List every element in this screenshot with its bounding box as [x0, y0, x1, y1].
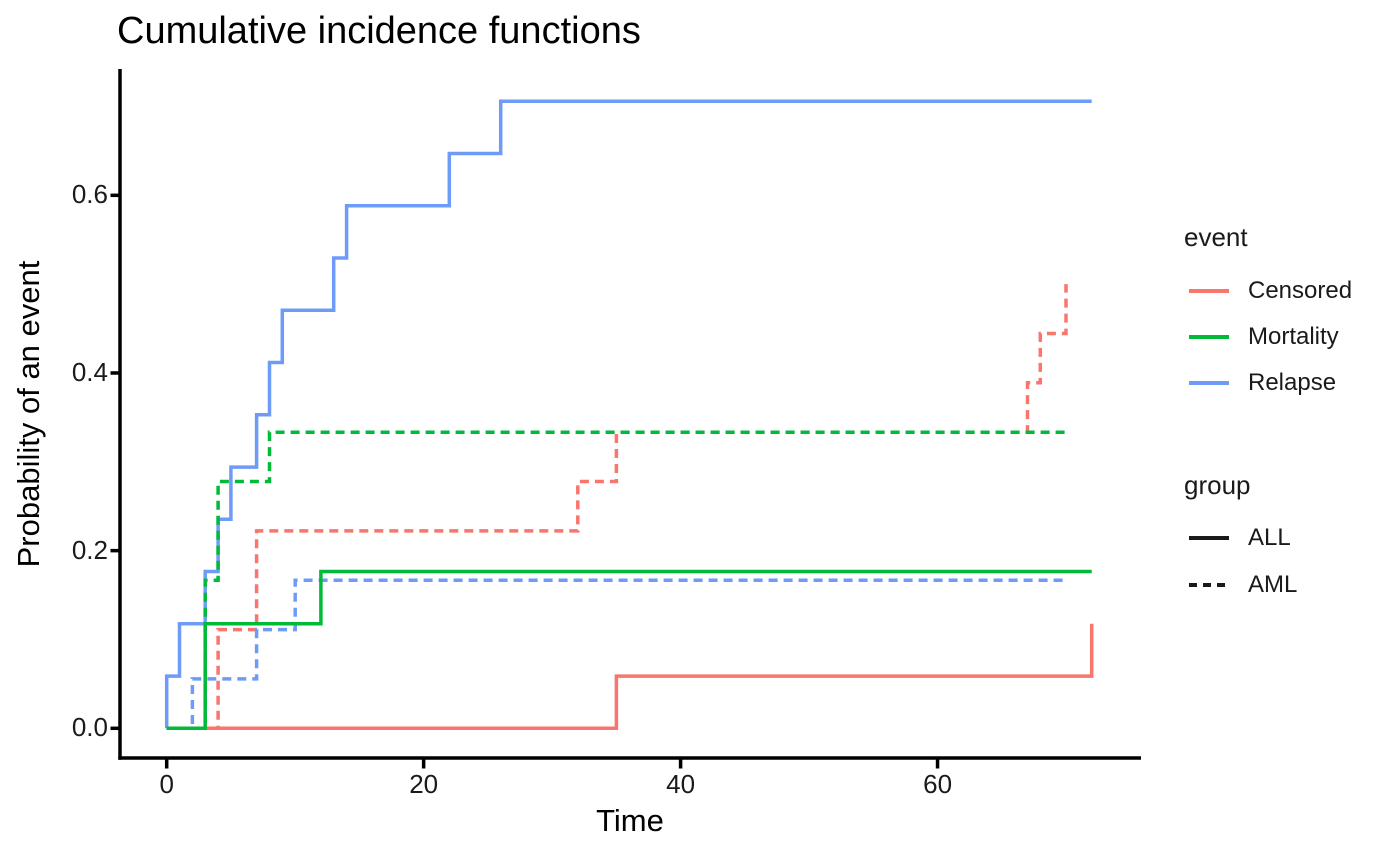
legend-item-mortality: Mortality [1188, 322, 1339, 352]
series-line-mortality-aml [166, 430, 1066, 731]
legend-item-label: Mortality [1248, 323, 1339, 350]
series-line-relapse-all [164, 99, 1092, 729]
y-tick-label-0.2: 0.2 [71, 534, 108, 565]
x-tick-label-60: 60 [923, 769, 953, 799]
y-tick-label-0.4: 0.4 [71, 356, 108, 387]
all-solid-line-key-icon [1189, 536, 1229, 540]
legend-item-label: Relapse [1248, 369, 1337, 396]
legend-item-aml: AML [1188, 570, 1297, 600]
x-axis-title: Time [596, 803, 664, 838]
legend-item-relapse: Relapse [1188, 368, 1336, 398]
y-tick-label-0.6: 0.6 [71, 179, 108, 210]
censored-line-key-icon [1189, 289, 1229, 293]
relapse-line-key-icon [1189, 381, 1229, 385]
aml-dashed-line-key-icon [1189, 583, 1229, 587]
mortality-line-key-icon [1189, 335, 1229, 339]
legend-event-title: event [1184, 222, 1248, 252]
legend-item-label: Censored [1248, 277, 1353, 304]
legend-group-title: group [1184, 470, 1251, 500]
series-line-relapse-aml [166, 578, 1066, 731]
series-line-censored-aml [166, 284, 1068, 731]
legend-item-all: ALL [1188, 523, 1291, 553]
x-tick-label-20: 20 [409, 769, 439, 799]
legend-item-label: AML [1248, 571, 1298, 598]
legend-item-censored: Censored [1188, 276, 1352, 306]
x-tick-label-40: 40 [666, 769, 696, 799]
series-layer [164, 99, 1094, 731]
series-line-censored-all [166, 623, 1094, 731]
series-line-mortality-all [166, 569, 1092, 731]
x-tick-label-0: 0 [159, 769, 174, 799]
tick-marks [110, 193, 940, 769]
page-title: Cumulative incidence functions [117, 10, 641, 52]
y-tick-label-0.0: 0.0 [71, 712, 108, 743]
legend-item-label: ALL [1248, 524, 1291, 551]
